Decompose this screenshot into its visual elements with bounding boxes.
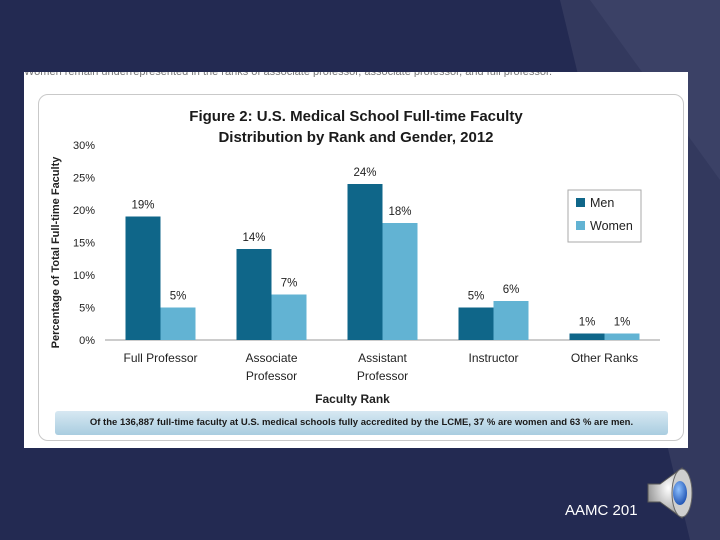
bar-women-3 bbox=[493, 301, 529, 340]
data-label-women: 7% bbox=[281, 278, 298, 290]
data-label-men: 19% bbox=[131, 200, 154, 212]
bar-women-2 bbox=[382, 223, 418, 340]
legend-swatch-women bbox=[576, 221, 585, 230]
data-label-men: 5% bbox=[468, 291, 485, 303]
legend-label-women: Women bbox=[590, 219, 633, 233]
y-tick-label: 20% bbox=[73, 205, 95, 217]
x-tick-label: Associate bbox=[245, 351, 297, 365]
y-tick-label: 0% bbox=[79, 335, 95, 347]
legend-swatch-men bbox=[576, 198, 585, 207]
x-tick-label: Assistant bbox=[358, 351, 407, 365]
speaker-icon[interactable] bbox=[640, 462, 700, 522]
y-tick-label: 30% bbox=[73, 140, 95, 152]
chart-title-line2: Distribution by Rank and Gender, 2012 bbox=[218, 129, 494, 146]
x-axis-title: Faculty Rank bbox=[315, 392, 390, 406]
x-tick-label: Full Professor bbox=[123, 351, 197, 365]
data-label-men: 24% bbox=[353, 167, 376, 179]
footer-note: Of the 136,887 full-time faculty at U.S.… bbox=[55, 411, 668, 435]
slide-top-text: Women remain underrepresented in the ran… bbox=[24, 72, 688, 77]
data-label-men: 14% bbox=[242, 232, 265, 244]
data-label-women: 5% bbox=[170, 291, 187, 303]
bar-women-1 bbox=[271, 294, 307, 340]
y-tick-label: 15% bbox=[73, 238, 95, 250]
bar-women-0 bbox=[160, 307, 196, 340]
x-tick-label: Other Ranks bbox=[571, 351, 638, 365]
data-label-women: 1% bbox=[614, 317, 631, 329]
bar-men-1 bbox=[236, 249, 272, 340]
legend-label-men: Men bbox=[590, 196, 614, 210]
y-tick-label: 10% bbox=[73, 270, 95, 282]
y-axis-title: Percentage of Total Full-time Faculty bbox=[50, 156, 62, 349]
bar-men-0 bbox=[125, 216, 161, 340]
x-tick-label: Professor bbox=[246, 369, 297, 383]
bar-men-4 bbox=[569, 333, 605, 340]
x-tick-label: Professor bbox=[357, 369, 408, 383]
chart-title-line1: Figure 2: U.S. Medical School Full-time … bbox=[189, 108, 523, 125]
source-label: AAMC 201 bbox=[565, 502, 638, 519]
y-tick-label: 25% bbox=[73, 173, 95, 185]
bar-men-2 bbox=[347, 184, 383, 340]
chart-title: Figure 2: U.S. Medical School Full-time … bbox=[24, 106, 688, 148]
x-tick-label: Instructor bbox=[468, 351, 518, 365]
bar-women-4 bbox=[604, 333, 640, 340]
data-label-women: 18% bbox=[388, 206, 411, 218]
y-tick-label: 5% bbox=[79, 303, 95, 315]
bar-men-3 bbox=[458, 307, 494, 340]
data-label-women: 6% bbox=[503, 284, 520, 296]
data-label-men: 1% bbox=[579, 317, 596, 329]
